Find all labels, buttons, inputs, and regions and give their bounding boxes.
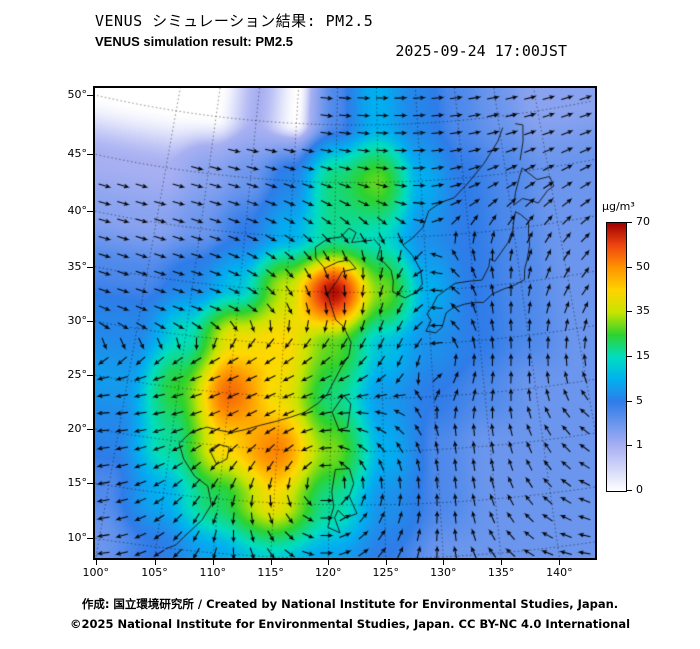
lon-tickmark <box>443 560 445 565</box>
colorbar-tick-label: 5 <box>636 393 643 407</box>
lon-tickmark <box>385 560 387 565</box>
lat-tick-label: 15° <box>67 476 88 490</box>
lon-tick-label: 130° <box>430 566 457 579</box>
lon-tickmark <box>501 560 503 565</box>
pm25-map-canvas <box>95 88 595 558</box>
colorbar-tick-label: 50 <box>636 259 650 273</box>
lon-tick-label: 125° <box>372 566 399 579</box>
lon-tick-label: 120° <box>314 566 342 579</box>
colorbar-tick-label: 1 <box>636 438 643 452</box>
lon-tick-label: 110° <box>199 566 227 579</box>
colorbar-tick-label: 70 <box>636 215 650 228</box>
colorbar-tickmark <box>627 222 632 223</box>
colorbar-unit-label: μg/m³ <box>602 200 635 213</box>
colorbar-tickmark <box>627 356 632 357</box>
lon-tick-label: 140° <box>546 566 573 579</box>
lat-tick-label: 50° <box>67 88 88 102</box>
lon-tickmark <box>270 560 272 565</box>
lat-tick-label: 45° <box>67 147 88 161</box>
lon-tickmark <box>212 560 214 565</box>
lat-tick-label: 20° <box>67 422 88 436</box>
lon-tick-label: 115° <box>257 566 284 579</box>
lat-tickmark <box>87 211 93 213</box>
colorbar-tick-label: 15 <box>636 349 650 362</box>
lon-tick-label: 105° <box>141 566 168 579</box>
lon-tick-label: 100° <box>82 566 110 579</box>
colorbar: μg/m³ 70 50 35 15 5 1 0 <box>600 200 695 520</box>
colorbar-tick-label: 35 <box>636 304 650 318</box>
page-title-japanese: VENUS シミュレーション結果: PM2.5 <box>95 12 374 30</box>
lat-tick-label: 25° <box>67 368 88 382</box>
lat-tickmark <box>87 154 93 156</box>
lat-tickmark <box>87 538 93 540</box>
lat-tickmark <box>87 266 93 268</box>
colorbar-tick-label: 0 <box>636 483 643 496</box>
lat-tickmark <box>87 375 93 377</box>
colorbar-tickmark <box>627 266 632 268</box>
lon-tick-label: 135° <box>487 566 515 579</box>
lat-tickmark <box>87 483 93 485</box>
copyright-line: ©2025 National Institute for Environment… <box>69 617 631 631</box>
lat-tickmark <box>87 95 93 97</box>
colorbar-tickmark <box>627 400 632 402</box>
lon-tickmark <box>559 560 561 565</box>
colorbar-tickmark <box>627 445 632 447</box>
lat-tickmark <box>87 321 93 323</box>
lon-tickmark <box>328 560 330 565</box>
colorbar-tickmark <box>627 490 632 491</box>
credit-line: 作成: 国立環境研究所 / Created by National Instit… <box>81 597 619 611</box>
lon-tickmark <box>95 560 97 565</box>
lat-tick-label: 10° <box>67 531 88 545</box>
lat-tick-label: 40° <box>67 204 88 218</box>
lon-tickmark <box>154 560 156 565</box>
lat-tick-label: 30° <box>67 314 88 328</box>
colorbar-gradient <box>606 222 627 492</box>
lat-tickmark <box>87 429 93 431</box>
lat-tick-label: 35° <box>67 259 88 273</box>
forecast-timestamp: 2025-09-24 17:00JST <box>395 42 567 60</box>
colorbar-tickmark <box>627 311 632 313</box>
page-title-english: VENUS simulation result: PM2.5 <box>95 34 293 49</box>
